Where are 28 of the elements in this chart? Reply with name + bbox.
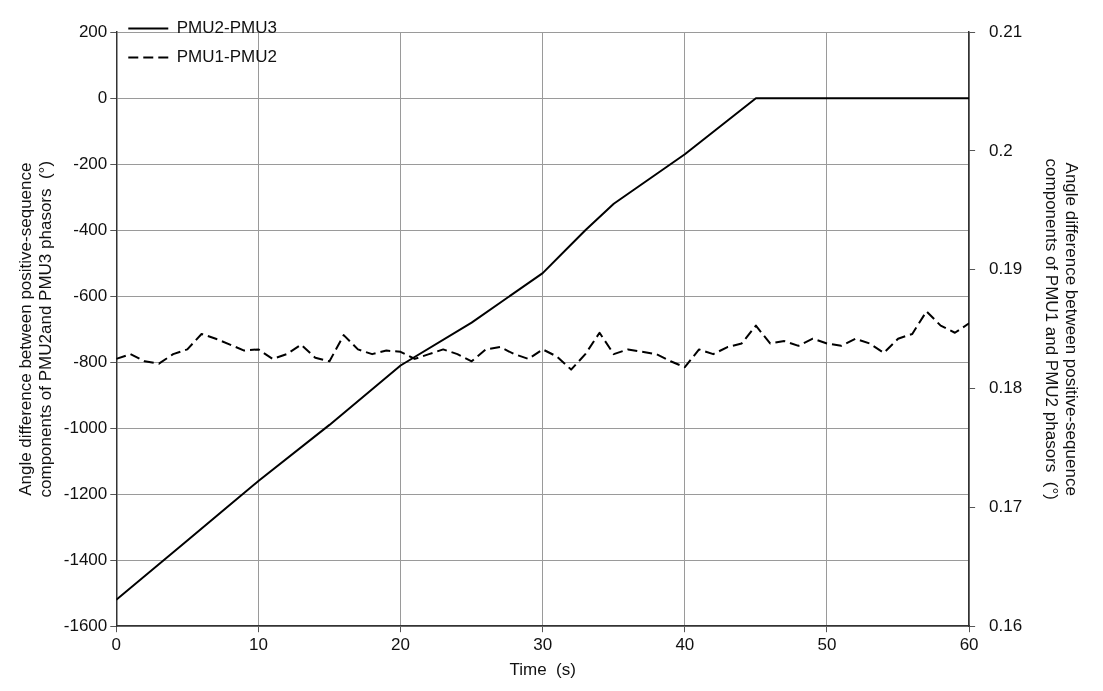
y2-tick-label: 0.18 — [989, 378, 1023, 398]
y-tick-label: -1200 — [63, 483, 108, 503]
y-tick-label: -800 — [73, 351, 108, 371]
y-axis-title: Angle difference between positive-sequence components of PMU2and PMU3 phasors (°) — [15, 160, 56, 498]
y-tick-label: 200 — [78, 21, 108, 41]
y2-tick-label: 0.2 — [989, 140, 1013, 160]
x-tick-label: 60 — [959, 635, 979, 655]
y2-axis-title: Angle difference between positive-sequence components of PMU1 and PMU2 phasors (°) — [1041, 158, 1082, 500]
legend-label: PMU1-PMU2 — [176, 47, 277, 67]
x-tick-label: 50 — [817, 635, 837, 655]
y-tick-label: -400 — [73, 219, 108, 239]
y-tick-label: 0 — [97, 87, 108, 107]
y-tick-label: -1400 — [63, 549, 108, 569]
x-tick-label: 0 — [111, 635, 122, 655]
y2-tick-label: 0.19 — [989, 259, 1023, 279]
x-axis-title: Time (s) — [509, 660, 576, 680]
y2-tick-label: 0.17 — [989, 497, 1023, 517]
y2-tick-label: 0.21 — [989, 21, 1023, 41]
legend-label: PMU2-PMU3 — [176, 18, 277, 38]
y-tick-label: -1000 — [63, 417, 108, 437]
y-tick-label: -600 — [73, 285, 108, 305]
y2-tick-label: 0.16 — [989, 615, 1023, 635]
y-tick-label: -200 — [73, 153, 108, 173]
x-tick-label: 30 — [533, 635, 553, 655]
x-tick-label: 40 — [675, 635, 695, 655]
x-tick-label: 20 — [391, 635, 411, 655]
x-tick-label: 10 — [248, 635, 268, 655]
y-tick-label: -1600 — [63, 615, 108, 635]
